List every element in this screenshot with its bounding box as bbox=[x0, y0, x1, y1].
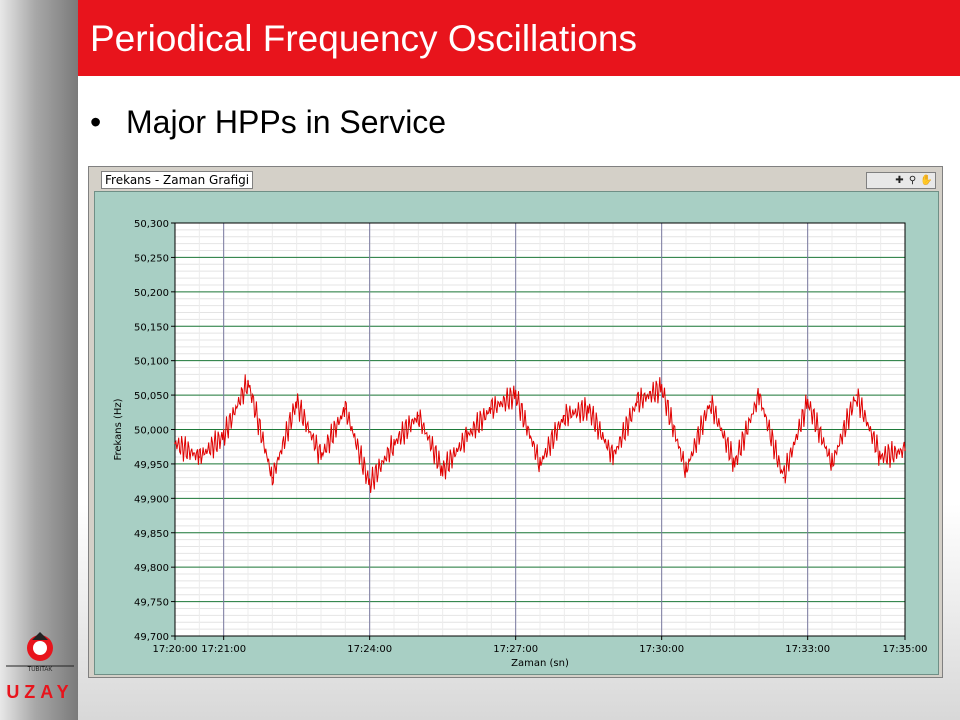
y-tick-label: 49,950 bbox=[134, 460, 169, 471]
chart-toolbar: ✚ ⚲ ✋ bbox=[866, 172, 936, 189]
data-point bbox=[222, 435, 225, 438]
data-point bbox=[344, 408, 347, 410]
title-bar bbox=[78, 0, 960, 76]
y-tick-label: 50,100 bbox=[134, 357, 169, 368]
data-point bbox=[904, 449, 906, 451]
y-tick-label: 50,000 bbox=[134, 426, 169, 437]
bullet-dot-icon: • bbox=[90, 104, 102, 140]
data-point bbox=[587, 408, 590, 410]
y-tick-label: 50,250 bbox=[134, 253, 169, 264]
left-decor-bar bbox=[0, 0, 78, 720]
data-point bbox=[271, 476, 274, 479]
tubitak-uzay-logo: TÜBİTAK UZAY bbox=[6, 632, 74, 702]
x-axis-label: Zaman (sn) bbox=[511, 658, 569, 669]
logo-line2: UZAY bbox=[6, 682, 73, 702]
x-tick-label: 17:24:00 bbox=[347, 644, 392, 655]
x-tick-label: 17:33:00 bbox=[785, 644, 830, 655]
zoom-icon[interactable]: ⚲ bbox=[908, 175, 917, 186]
data-point bbox=[295, 401, 298, 403]
y-tick-label: 50,050 bbox=[134, 391, 169, 402]
y-tick-label: 49,750 bbox=[134, 598, 169, 609]
logo-line1: TÜBİTAK bbox=[28, 666, 53, 673]
data-point bbox=[782, 476, 785, 479]
data-point bbox=[612, 456, 614, 458]
x-tick-label: 17:27:00 bbox=[493, 644, 538, 655]
data-point bbox=[563, 414, 566, 417]
data-point bbox=[247, 380, 249, 383]
crosshair-icon[interactable]: ✚ bbox=[895, 175, 904, 186]
data-point bbox=[393, 442, 395, 445]
data-point bbox=[514, 394, 517, 396]
data-point bbox=[685, 470, 687, 472]
frequency-series-line bbox=[174, 374, 906, 493]
chart-window: Frekans - Zaman Grafigi ✚ ⚲ ✋ 50,300 50,2… bbox=[88, 166, 943, 678]
y-tick-label: 49,700 bbox=[134, 632, 169, 643]
data-point bbox=[806, 401, 809, 403]
data-point bbox=[417, 414, 420, 417]
data-point bbox=[174, 442, 176, 445]
data-point bbox=[831, 463, 833, 465]
bullet-text: Major HPPs in Service bbox=[126, 104, 447, 140]
x-tick-label: 17:35:00 bbox=[883, 644, 928, 655]
chart-frame: 50,300 50,250 50,200 50,150 50,100 50,050 50,0… bbox=[94, 191, 939, 675]
data-point bbox=[636, 401, 639, 403]
data-point bbox=[758, 394, 760, 396]
y-tick-label: 49,800 bbox=[134, 563, 169, 574]
y-tick-label: 50,200 bbox=[134, 288, 169, 299]
data-point bbox=[466, 435, 468, 438]
y-tick-label: 50,150 bbox=[134, 322, 169, 333]
pan-icon[interactable]: ✋ bbox=[920, 175, 933, 186]
data-point bbox=[855, 394, 858, 396]
chart-window-title: Frekans - Zaman Grafigi bbox=[101, 171, 254, 189]
data-point bbox=[368, 483, 371, 486]
frequency-chart: 50,300 50,250 50,200 50,150 50,100 50,050 50,0… bbox=[113, 219, 928, 669]
data-point bbox=[539, 463, 541, 465]
data-point bbox=[490, 408, 493, 410]
data-point bbox=[198, 456, 201, 458]
page-title: Periodical Frequency Oscillations bbox=[90, 18, 638, 59]
y-tick-label: 49,900 bbox=[134, 494, 169, 505]
y-tick-label: 50,300 bbox=[134, 219, 169, 230]
data-point bbox=[733, 463, 736, 465]
x-tick-label: 17:30:00 bbox=[639, 644, 684, 655]
bullet-item: • Major HPPs in Service bbox=[90, 104, 446, 141]
y-tick-label: 49,850 bbox=[134, 529, 169, 540]
data-point bbox=[441, 470, 444, 472]
x-tick-label: 17:21:00 bbox=[201, 644, 246, 655]
plot-border bbox=[174, 222, 906, 637]
data-point bbox=[709, 401, 712, 403]
data-point bbox=[660, 387, 663, 389]
y-axis-label: Frekans (Hz) bbox=[113, 398, 124, 460]
data-point bbox=[879, 456, 882, 458]
x-tick-label: 17:20:00 bbox=[153, 644, 198, 655]
data-point bbox=[320, 456, 322, 458]
